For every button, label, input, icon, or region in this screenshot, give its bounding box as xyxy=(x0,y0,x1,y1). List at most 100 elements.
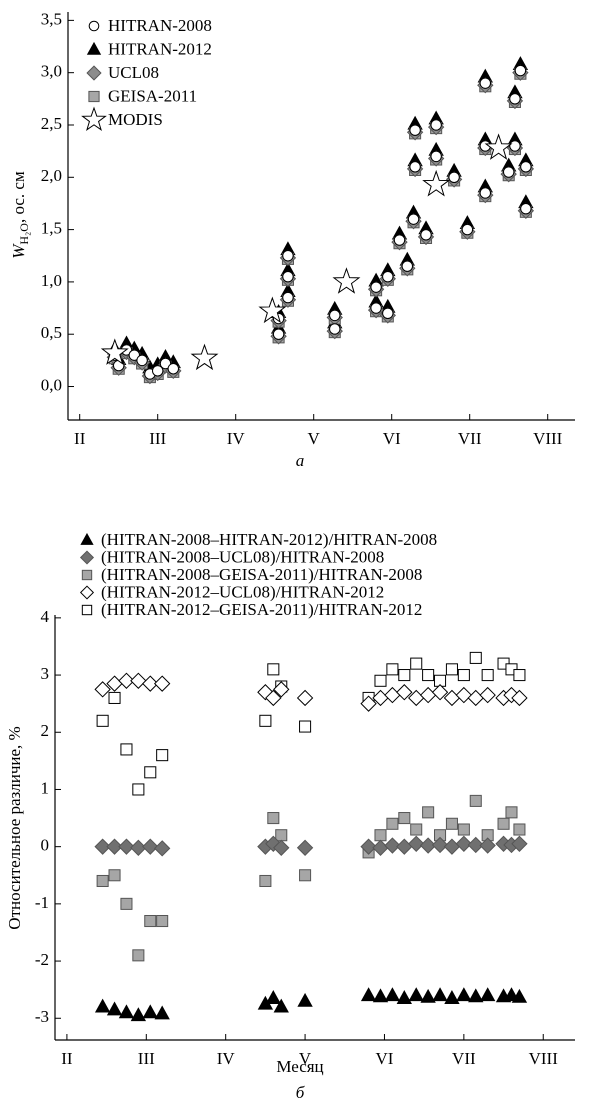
data-point xyxy=(374,829,387,842)
y-tick-label: 0,0 xyxy=(41,375,62,394)
data-point xyxy=(396,684,413,701)
data-point xyxy=(398,812,411,825)
data-point xyxy=(503,166,515,178)
data-point xyxy=(445,817,458,830)
data-point xyxy=(409,161,421,173)
data-point xyxy=(273,839,290,856)
data-point xyxy=(396,838,413,855)
x-tick-label: VIII xyxy=(533,429,563,448)
data-point xyxy=(511,988,528,1003)
legend-label: HITRAN-2008 xyxy=(108,16,212,35)
data-point xyxy=(152,365,164,377)
y-tick-label: 3 xyxy=(41,664,50,683)
data-point xyxy=(265,835,282,852)
data-point xyxy=(408,987,424,1002)
data-point xyxy=(167,363,180,375)
data-point xyxy=(332,267,361,294)
data-point xyxy=(448,171,460,183)
x-tick-label: IV xyxy=(217,1049,236,1068)
data-point xyxy=(118,838,135,855)
y-axis-label: Относительное различие, % xyxy=(5,726,24,929)
data-point xyxy=(130,672,147,689)
y-tick-label: 1 xyxy=(41,778,50,797)
y-tick-label: 2 xyxy=(41,721,50,740)
data-point xyxy=(132,949,145,962)
data-point xyxy=(505,806,518,819)
data-point xyxy=(455,686,473,704)
x-tick-label: VI xyxy=(383,429,401,448)
legend-label: (HITRAN-2008–UCL08)/HITRAN-2008 xyxy=(101,547,384,566)
data-point xyxy=(265,990,281,1004)
data-point xyxy=(142,838,159,855)
data-point xyxy=(431,684,449,701)
data-point xyxy=(130,1007,147,1022)
data-point xyxy=(370,302,382,314)
data-point xyxy=(419,686,437,704)
data-point xyxy=(136,354,148,367)
data-point xyxy=(153,840,171,857)
data-point xyxy=(96,714,109,727)
data-point xyxy=(142,675,159,692)
y-tick-label: 2,0 xyxy=(41,166,62,185)
data-point xyxy=(190,343,219,371)
y-tick-label: 4 xyxy=(41,607,50,626)
y-tick-label: 2,5 xyxy=(41,114,62,133)
data-point xyxy=(144,766,157,779)
y-tick-label: 3,5 xyxy=(41,9,62,28)
x-tick-label: V xyxy=(308,429,321,448)
data-point xyxy=(432,987,448,1002)
data-point xyxy=(94,681,111,698)
legend-label: MODIS xyxy=(108,110,163,129)
data-point xyxy=(431,836,449,854)
data-point xyxy=(398,669,411,682)
data-point xyxy=(120,743,133,756)
data-point xyxy=(396,990,412,1004)
legend-marker xyxy=(86,65,102,81)
data-point xyxy=(94,998,111,1013)
data-point xyxy=(299,720,312,733)
data-point xyxy=(386,817,399,830)
data-point xyxy=(108,691,121,704)
data-point xyxy=(509,140,521,152)
data-point xyxy=(384,837,401,854)
data-point xyxy=(479,686,496,704)
x-tick-label: III xyxy=(138,1049,155,1068)
legend-label: HITRAN-2012 xyxy=(108,39,212,58)
data-point xyxy=(520,161,532,173)
caption: б xyxy=(296,1083,305,1102)
data-point xyxy=(469,651,482,664)
data-point xyxy=(456,987,472,1002)
caption: а xyxy=(296,451,305,470)
data-point xyxy=(296,839,314,856)
x-tick-label: III xyxy=(149,429,166,448)
data-point xyxy=(420,988,436,1003)
data-point xyxy=(282,291,294,304)
y-label-subscript: H₂O xyxy=(17,223,31,245)
data-point xyxy=(96,874,109,888)
data-point xyxy=(430,150,442,163)
data-point xyxy=(511,835,528,852)
data-point xyxy=(479,837,496,854)
data-point xyxy=(282,250,294,262)
data-point xyxy=(142,1004,158,1019)
data-point xyxy=(329,309,341,322)
data-point xyxy=(372,988,389,1003)
legend-marker xyxy=(88,90,100,103)
data-point xyxy=(153,675,171,692)
data-point xyxy=(408,835,425,852)
data-point xyxy=(156,914,169,928)
data-point xyxy=(296,689,314,707)
data-point xyxy=(457,823,470,836)
legend-marker xyxy=(79,585,95,600)
data-point xyxy=(401,260,413,272)
data-point xyxy=(511,689,528,707)
data-point xyxy=(467,689,484,707)
data-point xyxy=(144,914,157,928)
x-tick-label: VI xyxy=(375,1049,393,1068)
data-point xyxy=(94,838,111,855)
data-point xyxy=(259,714,272,727)
y-axis-label: WH₂O, ос. см xyxy=(9,171,31,259)
data-point xyxy=(409,124,421,136)
x-axis-label: Месяц xyxy=(276,1057,323,1076)
x-tick-label: II xyxy=(74,429,86,448)
